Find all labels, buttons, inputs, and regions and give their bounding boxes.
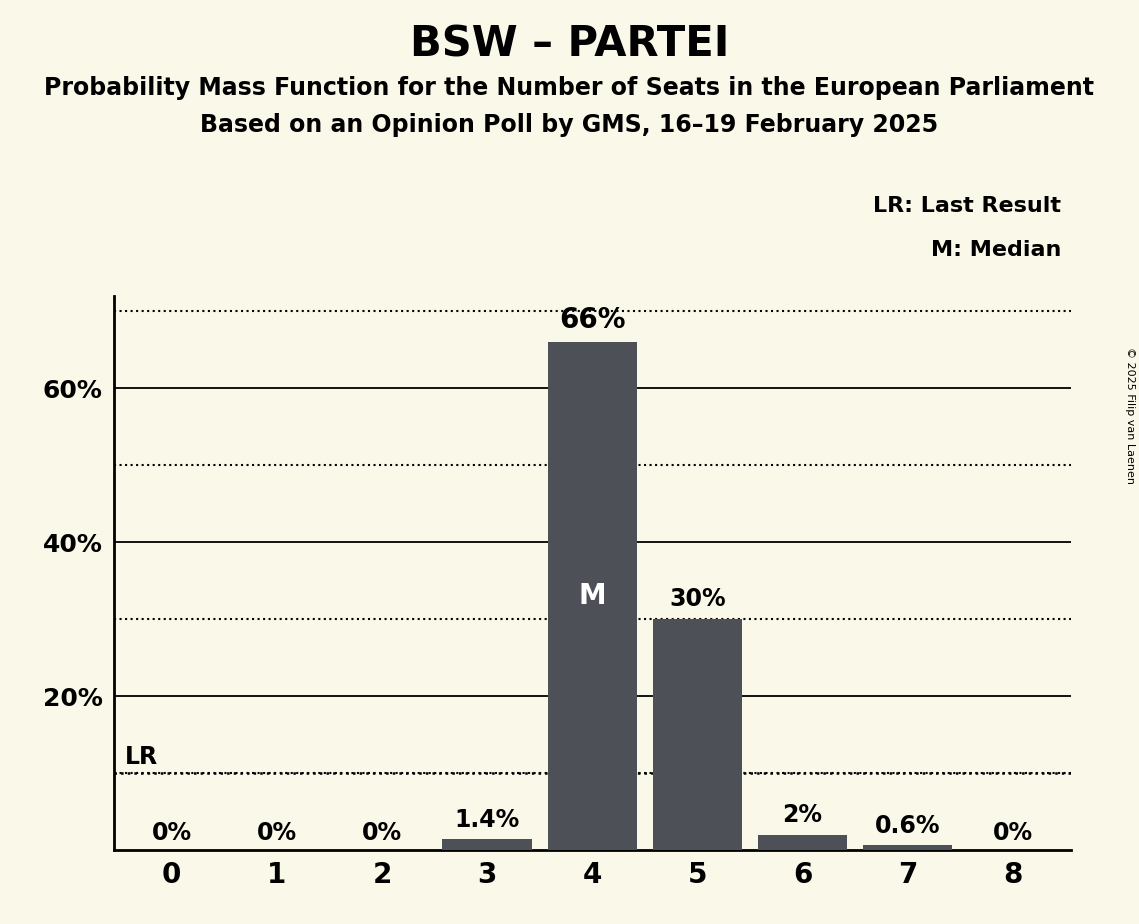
Text: 1.4%: 1.4% (454, 808, 519, 832)
Text: © 2025 Filip van Laenen: © 2025 Filip van Laenen (1125, 347, 1134, 484)
Bar (653, 619, 743, 850)
Text: LR: Last Result: LR: Last Result (874, 196, 1062, 216)
Text: 0%: 0% (256, 821, 297, 845)
Bar (442, 839, 532, 850)
Text: Based on an Opinion Poll by GMS, 16–19 February 2025: Based on an Opinion Poll by GMS, 16–19 F… (200, 113, 939, 137)
Text: 0%: 0% (993, 821, 1033, 845)
Text: M: Median: M: Median (931, 240, 1062, 261)
Text: 0%: 0% (151, 821, 191, 845)
Text: 2%: 2% (782, 803, 822, 827)
Text: 66%: 66% (559, 306, 625, 334)
Text: LR: LR (124, 746, 157, 769)
Bar (863, 845, 952, 850)
Bar (548, 342, 637, 850)
Text: 0.6%: 0.6% (875, 814, 941, 838)
Text: 30%: 30% (669, 588, 726, 612)
Text: M: M (579, 582, 606, 610)
Text: 0%: 0% (362, 821, 402, 845)
Text: BSW – PARTEI: BSW – PARTEI (410, 23, 729, 65)
Text: Probability Mass Function for the Number of Seats in the European Parliament: Probability Mass Function for the Number… (44, 76, 1095, 100)
Bar (757, 834, 847, 850)
